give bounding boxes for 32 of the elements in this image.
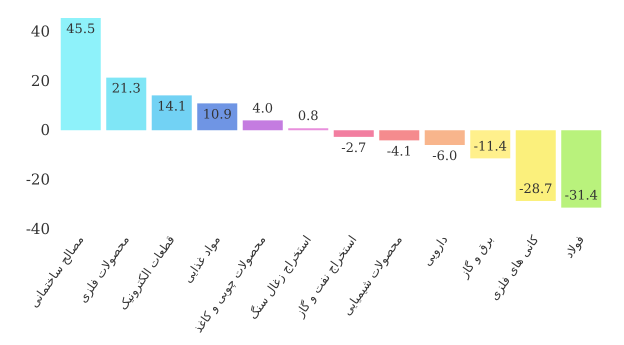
data-label: -31.4 xyxy=(564,188,598,204)
data-label: 14.1 xyxy=(157,99,186,114)
data-label: -2.7 xyxy=(341,140,366,156)
bar xyxy=(470,130,510,158)
y-tick-label: 20 xyxy=(30,72,50,90)
y-tick-label: -20 xyxy=(26,170,50,189)
data-label: -4.1 xyxy=(386,144,412,160)
bar xyxy=(106,78,146,130)
bar xyxy=(379,130,420,140)
data-label: -28.7 xyxy=(519,182,552,197)
bar xyxy=(334,130,374,137)
bar xyxy=(197,103,238,130)
data-label: 4.0 xyxy=(252,101,274,116)
y-tick-label: 40 xyxy=(30,22,50,41)
data-label: 10.9 xyxy=(202,107,232,122)
y-tick-label: -40 xyxy=(26,220,50,238)
bar xyxy=(424,130,465,146)
bar xyxy=(152,95,192,130)
bar xyxy=(561,130,602,208)
data-label: -11.4 xyxy=(474,139,507,154)
data-label: 0.8 xyxy=(298,109,319,124)
y-tick-label: 0 xyxy=(40,121,50,140)
x-tick-label: دارویی xyxy=(420,232,450,268)
bar xyxy=(242,120,283,130)
bar xyxy=(516,130,556,201)
data-label: 45.5 xyxy=(66,22,96,37)
x-tick-label: برق و گاز xyxy=(456,232,496,281)
data-label: -6.0 xyxy=(432,149,458,164)
x-tick-label: مواد غذایی xyxy=(180,232,223,286)
bar xyxy=(60,18,101,130)
x-tick-label: فولاد xyxy=(562,232,587,261)
data-label: 21.3 xyxy=(112,82,141,97)
